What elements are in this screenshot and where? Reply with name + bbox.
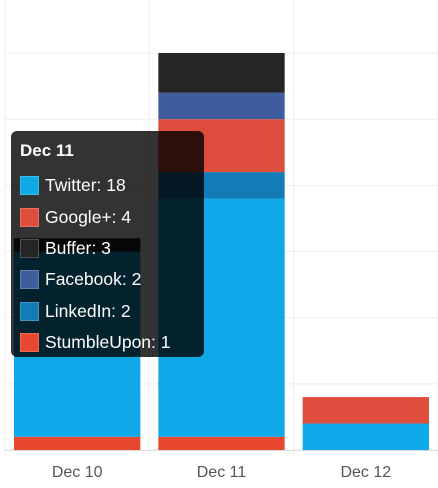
tooltip-row: Buffer: 3 (20, 233, 204, 264)
tooltip-row: StumbleUpon: 1 (20, 327, 204, 358)
tooltip-row-label: LinkedIn: 2 (45, 300, 131, 321)
bar-segment-google-[interactable] (302, 397, 429, 424)
legend-swatch (20, 333, 39, 353)
tooltip-row-label: Facebook: 2 (45, 269, 142, 290)
bar-segment-facebook[interactable] (158, 92, 285, 120)
legend-swatch (20, 176, 39, 196)
x-tick-label: Dec 10 (52, 464, 103, 481)
bar-segment-stumbleupon[interactable] (158, 436, 285, 450)
legend-swatch (20, 238, 39, 258)
tooltip: Dec 11 Twitter: 18 Google+: 4 Buffer: 3 Fac… (11, 131, 204, 357)
tooltip-row: Facebook: 2 (20, 264, 204, 295)
bar-segment-twitter[interactable] (302, 423, 429, 450)
tooltip-row: Google+: 4 (20, 201, 204, 232)
tooltip-row-label: Buffer: 3 (45, 237, 111, 258)
tooltip-row: Twitter: 18 (20, 170, 204, 201)
tooltip-title: Dec 11 (20, 141, 74, 160)
legend-swatch (20, 301, 39, 321)
tooltip-rows: Twitter: 18 Google+: 4 Buffer: 3 Facebook: … (20, 170, 204, 358)
x-axis: Dec 10 Dec 11 Dec 12 (5, 450, 438, 481)
bar-segment-buffer[interactable] (158, 53, 285, 93)
tooltip-row-label: StumbleUpon: 1 (45, 332, 171, 353)
x-tick-label: Dec 12 (340, 464, 391, 481)
legend-swatch (20, 270, 39, 290)
tooltip-row-label: Twitter: 18 (45, 175, 126, 196)
bar-segment-stumbleupon[interactable] (14, 436, 141, 450)
legend-swatch (20, 207, 39, 227)
x-tick-label: Dec 11 (197, 464, 247, 481)
tooltip-row: LinkedIn: 2 (20, 296, 204, 327)
tooltip-row-label: Google+: 4 (45, 206, 132, 227)
